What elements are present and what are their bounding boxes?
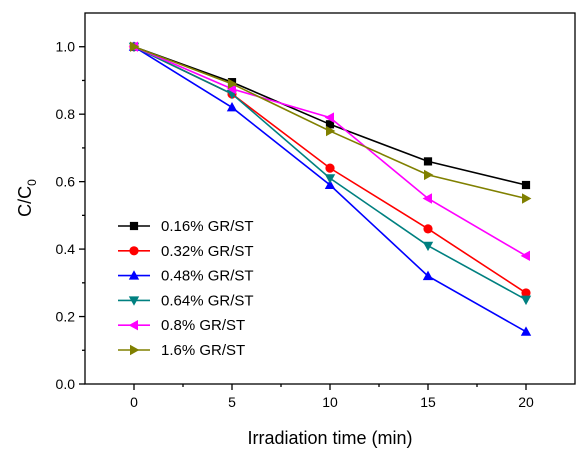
y-tick-label: 0.6 [56, 174, 76, 190]
data-point [130, 41, 140, 52]
data-point [325, 163, 335, 173]
x-tick-label: 15 [420, 394, 436, 410]
y-tick-label: 0.0 [56, 376, 76, 392]
plot-frame [84, 12, 576, 385]
series-group [128, 42, 532, 306]
data-point [324, 179, 336, 190]
data-point [326, 125, 336, 137]
legend-label: 0.16% GR/ST [161, 218, 254, 235]
data-point [521, 288, 531, 298]
y-tick-label: 0.8 [56, 106, 76, 122]
y-axis-title-main: C/C [15, 186, 35, 217]
legend-marker [128, 320, 138, 331]
legend-marker [129, 246, 139, 256]
x-tick-labels: 0 5 10 15 20 [130, 394, 534, 410]
series-line [133, 46, 527, 333]
data-point [324, 174, 336, 184]
legend-label: 0.32% GR/ST [161, 243, 254, 260]
data-point [424, 169, 434, 181]
legend-item: 1.6% GR/ST [118, 342, 245, 359]
data-point [325, 120, 335, 129]
data-point [226, 83, 236, 95]
data-point [228, 78, 238, 90]
data-point [422, 270, 434, 281]
data-point [422, 241, 434, 252]
legend-item: 0.16% GR/ST [118, 218, 254, 235]
legend-marker [129, 221, 139, 231]
x-tick-label: 0 [130, 394, 138, 410]
legend-label: 0.48% GR/ST [161, 268, 254, 285]
y-tick-label: 0.4 [56, 241, 76, 257]
data-point [422, 193, 432, 204]
data-point [520, 326, 532, 336]
legend-label: 0.8% GR/ST [161, 317, 245, 334]
data-point [423, 157, 433, 166]
legend: 0.16% GR/ST 0.32% GR/ST 0.48% GR/ST 0.64% G… [118, 218, 254, 359]
data-point [423, 224, 433, 234]
legend-item: 0.48% GR/ST [118, 268, 254, 285]
legend-item: 0.8% GR/ST [118, 317, 245, 334]
legend-label: 0.64% GR/ST [161, 292, 254, 309]
series-line [133, 46, 527, 301]
y-tick-label: 0.2 [56, 309, 76, 325]
x-axis-title: Irradiation time (min) [247, 428, 412, 448]
y-tick-labels: 0.0 0.2 0.4 0.6 0.8 1.0 [56, 39, 76, 392]
legend-marker [130, 344, 140, 356]
x-tick-label: 5 [228, 394, 236, 410]
data-point [324, 112, 334, 123]
series-layer [128, 41, 532, 336]
legend-item: 0.64% GR/ST [118, 292, 254, 309]
data-point [522, 193, 532, 204]
data-point [226, 102, 238, 112]
legend-label: 1.6% GR/ST [161, 342, 245, 359]
x-tick-label: 10 [322, 394, 338, 410]
legend-marker [128, 270, 140, 280]
y-tick-label: 1.0 [56, 39, 76, 55]
y-axis-title: C/C0 [15, 179, 39, 217]
data-point [520, 295, 532, 306]
series-group [130, 41, 532, 204]
x-tick-label: 20 [518, 394, 534, 410]
data-point [521, 180, 531, 190]
legend-marker [128, 296, 140, 306]
data-point [520, 250, 530, 262]
axis-ticks [79, 46, 527, 390]
legend-item: 0.32% GR/ST [118, 243, 254, 260]
y-axis-title-subscript: 0 [25, 179, 39, 186]
